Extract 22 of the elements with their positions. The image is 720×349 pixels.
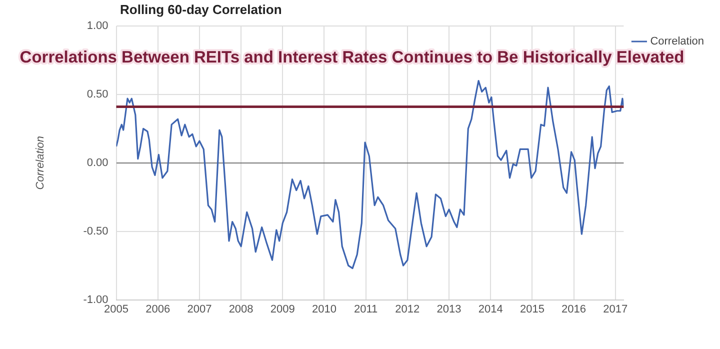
x-tick-label: 2009	[270, 303, 295, 316]
x-tick-label: 2013	[436, 303, 462, 316]
annotation: Correlations Between REITs and Interest Rates Continues to Be Historically Elevated	[20, 48, 684, 67]
x-tick-label: 2010	[312, 303, 336, 316]
x-tick-label: 2015	[520, 303, 544, 316]
x-tick-label: 2017	[603, 303, 628, 316]
y-tick-label: 0.50	[86, 88, 108, 100]
y-tick-label: 0.00	[86, 156, 108, 169]
x-tick-label: 2005	[104, 303, 129, 316]
y-tick-label: -1.00	[83, 294, 108, 306]
y-tick-label: -0.50	[83, 225, 108, 238]
x-tick-label: 2014	[478, 303, 503, 316]
chart-title: Rolling 60-day Correlation	[120, 2, 282, 17]
y-tick-label: 1.00	[86, 20, 108, 32]
legend-label: Correlation	[650, 36, 704, 48]
y-axis-title: Correlation	[34, 136, 47, 190]
x-tick-label: 2008	[228, 303, 254, 316]
x-tick-label: 2011	[354, 303, 378, 316]
x-tick-label: 2016	[562, 303, 586, 316]
x-tick-label: 2006	[146, 303, 170, 316]
x-tick-label: 2007	[187, 303, 212, 316]
x-tick-label: 2012	[395, 303, 420, 316]
